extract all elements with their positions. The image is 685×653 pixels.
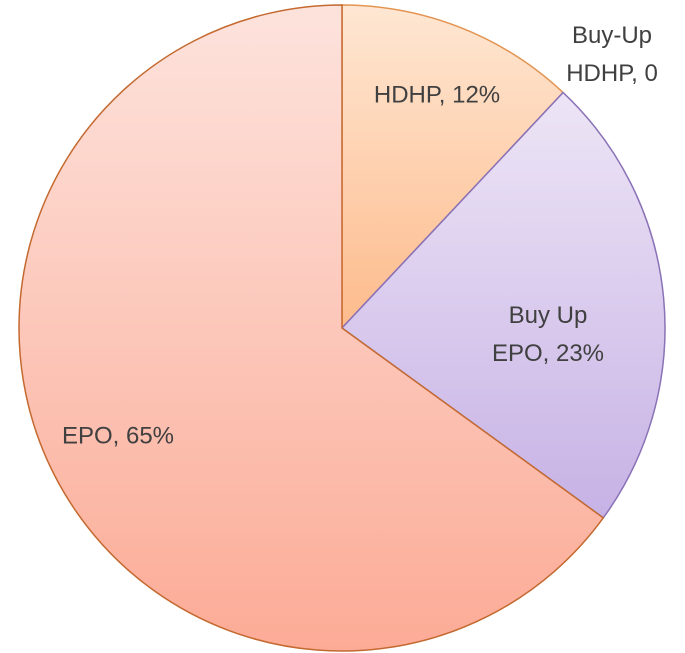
- data-label: EPO, 65%: [62, 422, 174, 449]
- pie-slice: [340, 91, 666, 519]
- label-line: Buy-Up: [572, 22, 652, 49]
- data-label: Buy-Up HDHP, 0: [566, 22, 658, 87]
- pie-slice: [341, 4, 565, 330]
- data-label: Buy Up EPO, 23%: [492, 302, 604, 367]
- pie-slice: [18, 4, 605, 652]
- label-line: EPO, 23%: [492, 340, 604, 367]
- label-line: HDHP, 0: [566, 60, 658, 87]
- data-label: HDHP, 12%: [374, 81, 500, 108]
- label-line: Buy Up: [509, 302, 588, 329]
